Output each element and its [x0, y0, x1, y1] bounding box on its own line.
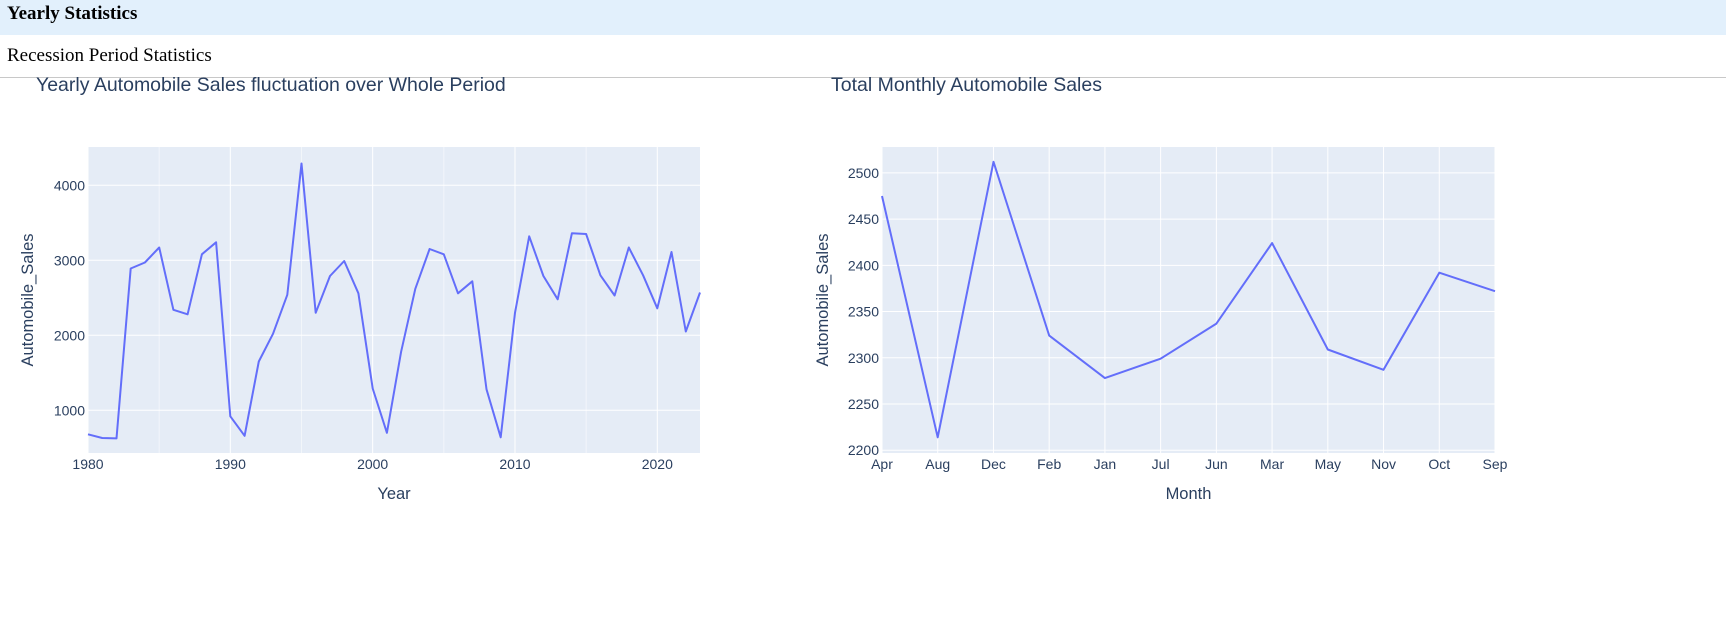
plot-background — [88, 147, 700, 453]
y-axis-label: Automobile_Sales — [814, 234, 832, 367]
x-tick-label: Jul — [1152, 456, 1170, 472]
y-tick-label: 2200 — [848, 442, 879, 458]
dropdown-option-label: Recession Period Statistics — [7, 45, 212, 66]
y-tick-label: 2500 — [848, 165, 879, 181]
y-tick-label: 2250 — [848, 396, 879, 412]
x-tick-label: 2010 — [499, 456, 530, 472]
x-tick-label: 1990 — [215, 456, 246, 472]
series-line — [87, 162, 701, 440]
x-tick-label: Jun — [1205, 456, 1228, 472]
series-line — [881, 160, 1496, 439]
x-tick-label: Mar — [1260, 456, 1284, 472]
x-tick-label: May — [1315, 456, 1341, 472]
x-tick-label: Jan — [1094, 456, 1117, 472]
y-tick-label: 2400 — [848, 257, 879, 273]
chart-1: 1000 2000 3000 4000 1980 1990 2000 2010 2020 Year… — [19, 74, 701, 503]
y-tick-label: 1000 — [54, 402, 85, 418]
x-tick-label: Oct — [1428, 456, 1450, 472]
chart-2: 2200 2250 2300 2350 2400 2450 2500 Apr Aug Dec Feb… — [814, 74, 1508, 503]
x-tick-label: 2000 — [357, 456, 388, 472]
x-axis-label: Year — [377, 485, 411, 503]
dropdown-selected-label: Yearly Statistics — [7, 3, 138, 24]
chart-title: Total Monthly Automobile Sales — [831, 74, 1102, 96]
dropdown-selected-item[interactable]: Yearly Statistics — [0, 0, 1726, 35]
x-tick-label: 1980 — [72, 456, 103, 472]
y-axis-label: Automobile_Sales — [19, 234, 37, 367]
y-tick-label: 2300 — [848, 350, 879, 366]
y-tick-label: 4000 — [54, 177, 85, 193]
y-tick-label: 2350 — [848, 304, 879, 320]
x-tick-label: Apr — [871, 456, 893, 472]
x-tick-label: 2020 — [642, 456, 673, 472]
y-tick-label: 3000 — [54, 252, 85, 268]
x-tick-label: Aug — [925, 456, 950, 472]
x-tick-label: Feb — [1037, 456, 1061, 472]
y-tick-label: 2450 — [848, 211, 879, 227]
chart-title: Yearly Automobile Sales fluctuation over… — [36, 74, 506, 96]
x-tick-label: Nov — [1371, 456, 1396, 472]
y-tick-label: 2000 — [54, 327, 85, 343]
plot-background — [882, 147, 1495, 453]
x-axis-label: Month — [1166, 485, 1212, 503]
x-tick-label: Dec — [981, 456, 1006, 472]
x-tick-label: Sep — [1483, 456, 1508, 472]
dropdown-option-recession[interactable]: Recession Period Statistics — [0, 35, 1726, 78]
